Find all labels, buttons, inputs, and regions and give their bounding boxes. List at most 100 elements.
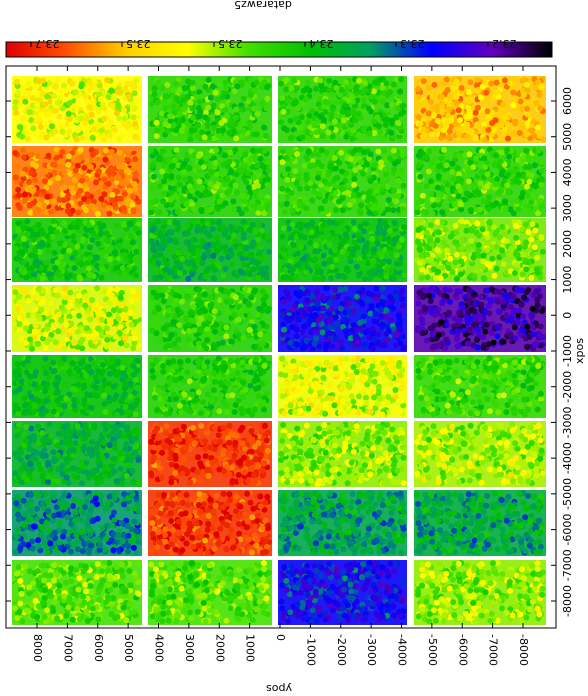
data-point xyxy=(32,209,39,216)
data-point xyxy=(233,135,240,142)
data-point xyxy=(131,90,138,97)
data-point xyxy=(12,99,19,105)
data-point xyxy=(20,175,27,182)
data-point xyxy=(71,541,77,548)
data-point xyxy=(197,548,204,555)
data-point xyxy=(105,180,112,187)
data-point xyxy=(30,236,37,243)
data-point xyxy=(54,442,61,449)
data-point xyxy=(93,445,100,452)
data-point xyxy=(222,152,229,159)
detector-block xyxy=(148,560,272,625)
data-point xyxy=(262,265,269,272)
data-point xyxy=(74,328,81,335)
data-point xyxy=(110,307,117,314)
data-point xyxy=(177,265,184,271)
data-point xyxy=(185,357,192,364)
colorbar-tick-label: 23.4 xyxy=(309,37,334,50)
data-point xyxy=(201,501,208,508)
data-point xyxy=(133,78,139,84)
data-point xyxy=(217,438,224,445)
data-point xyxy=(254,110,261,117)
data-point xyxy=(15,511,22,518)
data-point xyxy=(87,255,94,261)
data-point xyxy=(115,532,122,539)
data-point xyxy=(129,288,136,295)
data-point xyxy=(107,119,114,126)
data-point xyxy=(134,384,141,391)
data-point xyxy=(210,369,217,376)
data-point xyxy=(132,186,139,193)
data-point xyxy=(186,328,193,334)
data-point xyxy=(163,93,170,100)
data-point xyxy=(205,76,212,83)
data-point xyxy=(21,83,28,90)
data-point xyxy=(54,76,61,83)
data-point xyxy=(15,236,22,243)
data-point xyxy=(225,289,232,296)
data-point xyxy=(181,185,188,192)
data-point xyxy=(200,376,207,383)
data-point xyxy=(170,358,177,365)
data-point xyxy=(98,249,105,256)
data-point xyxy=(168,173,175,180)
data-point xyxy=(43,370,49,376)
data-point xyxy=(16,192,22,199)
data-point xyxy=(61,220,68,227)
data-point xyxy=(21,241,28,248)
data-point xyxy=(259,99,266,106)
data-point xyxy=(126,368,132,375)
data-point xyxy=(67,121,74,128)
data-point xyxy=(232,294,239,301)
data-point xyxy=(255,311,261,318)
data-point xyxy=(152,275,159,281)
data-point xyxy=(107,256,114,263)
data-point xyxy=(27,363,34,370)
data-point xyxy=(181,96,187,103)
data-point xyxy=(261,302,267,308)
data-point xyxy=(149,520,156,527)
data-point xyxy=(255,384,262,391)
data-point xyxy=(263,437,270,444)
data-point xyxy=(196,309,203,316)
data-point xyxy=(228,338,234,345)
data-point xyxy=(163,266,170,273)
data-point xyxy=(116,242,123,249)
data-point xyxy=(132,255,139,262)
data-point xyxy=(60,533,67,540)
data-point xyxy=(87,339,94,346)
data-point xyxy=(222,364,229,371)
data-point xyxy=(86,104,93,111)
data-point xyxy=(253,542,260,549)
data-point xyxy=(130,207,137,214)
data-point xyxy=(126,601,133,608)
data-point xyxy=(220,447,227,454)
data-point xyxy=(99,525,106,532)
data-point xyxy=(185,294,191,301)
data-point xyxy=(158,274,164,281)
data-point xyxy=(69,80,76,87)
data-point xyxy=(88,111,95,118)
data-point xyxy=(104,77,111,84)
data-point xyxy=(112,581,119,588)
data-point xyxy=(182,176,189,183)
data-point xyxy=(190,543,197,550)
data-point xyxy=(152,252,159,259)
data-point xyxy=(104,238,111,244)
data-point xyxy=(93,574,100,581)
data-point xyxy=(251,343,258,350)
data-point xyxy=(210,387,217,394)
data-point xyxy=(42,168,49,175)
data-point xyxy=(16,321,23,328)
data-point xyxy=(94,515,101,522)
data-point xyxy=(249,265,256,272)
data-point xyxy=(162,526,169,533)
data-point xyxy=(16,608,23,615)
data-point xyxy=(27,492,34,498)
data-point xyxy=(173,146,180,153)
data-point xyxy=(205,391,211,398)
data-point xyxy=(236,459,243,466)
data-point xyxy=(187,408,194,415)
data-point xyxy=(128,298,135,305)
data-point xyxy=(226,471,233,478)
